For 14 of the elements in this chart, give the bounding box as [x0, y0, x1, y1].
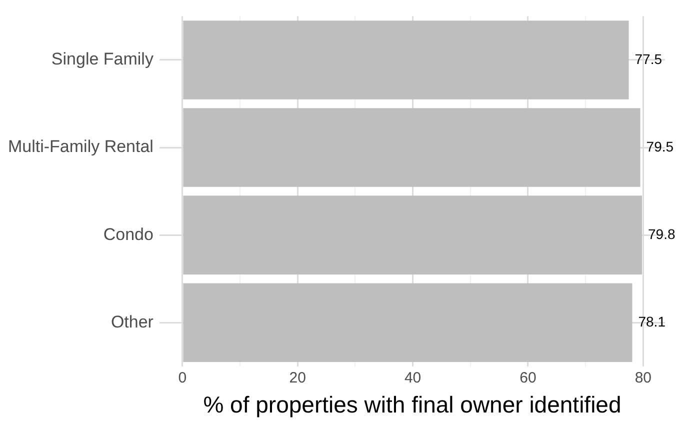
y-tick-label: Multi-Family Rental: [8, 137, 154, 156]
x-axis-title: % of properties with final owner identified: [203, 392, 622, 418]
x-tick-label: 40: [404, 370, 422, 387]
data-label: 78.1: [638, 313, 666, 330]
y-tick-label: Single Family: [51, 50, 154, 69]
data-label: 79.5: [646, 138, 674, 154]
data-label: 77.5: [634, 50, 662, 67]
x-tick-label: 80: [634, 370, 652, 387]
x-tick-label: 0: [178, 370, 187, 387]
data-label: 79.8: [648, 226, 676, 242]
y-tick-label: Other: [110, 312, 154, 332]
x-tick-label: 20: [289, 370, 306, 387]
x-tick-label: 60: [520, 370, 536, 387]
y-tick-label: Condo: [103, 224, 154, 244]
